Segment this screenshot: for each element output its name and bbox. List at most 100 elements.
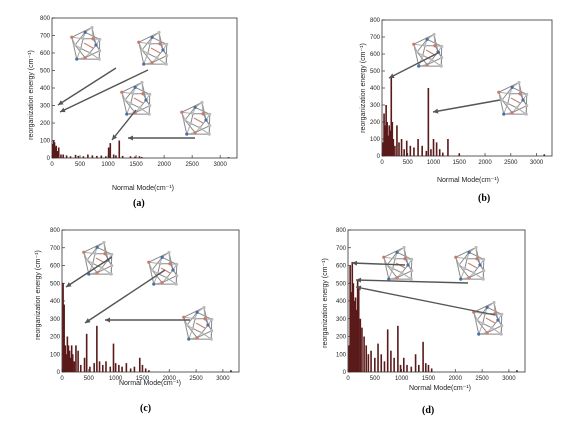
- y-tick-label: 200: [50, 335, 61, 341]
- bar: [394, 146, 396, 156]
- bar: [380, 354, 382, 372]
- bar: [393, 358, 395, 372]
- x-tick-label: 500: [84, 376, 95, 382]
- bar: [96, 156, 98, 158]
- bar: [148, 370, 150, 372]
- x-tick-label: 2000: [449, 376, 463, 382]
- y-tick-label: 200: [40, 121, 51, 127]
- y-tick-label: 600: [370, 52, 381, 58]
- bar: [110, 143, 112, 158]
- bar: [413, 148, 415, 157]
- bar: [118, 365, 120, 372]
- bar: [422, 342, 424, 372]
- bar: [374, 358, 376, 372]
- y-tick-label: 500: [50, 281, 61, 287]
- bar: [365, 345, 367, 372]
- x-tick-label: 2500: [189, 376, 203, 382]
- bar: [439, 149, 441, 156]
- y-tick-label: 400: [40, 86, 51, 92]
- chart-d-svg: reorganization energy (cm⁻¹) Normal Mode…: [290, 215, 581, 423]
- x-axis-label: Normal Mode(cm⁻¹): [112, 185, 174, 192]
- bar: [93, 363, 95, 372]
- plot-frame: [348, 230, 525, 372]
- bar: [113, 155, 115, 159]
- bar: [543, 154, 545, 156]
- bar: [118, 141, 120, 159]
- x-tick-label: 1000: [427, 160, 441, 166]
- bar: [442, 153, 444, 156]
- bar: [401, 139, 403, 156]
- bar: [126, 363, 128, 372]
- bar: [433, 139, 435, 156]
- bar: [92, 155, 94, 158]
- bar: [80, 365, 82, 372]
- molecule-illustration-2: [497, 81, 528, 116]
- chart-c-svg: reorganization energy (cm⁻¹) Normal Mode…: [0, 215, 290, 423]
- bar: [99, 361, 101, 372]
- bar: [130, 156, 132, 158]
- bar: [230, 370, 232, 372]
- chart-panel-a: reorganization energy (cm⁻¹) Normal Mode…: [0, 0, 290, 200]
- x-tick-label: 3000: [502, 376, 516, 382]
- bar: [145, 368, 147, 372]
- bar: [134, 157, 136, 158]
- arrow-head: [433, 109, 438, 114]
- bar: [406, 141, 408, 156]
- x-tick-label: 2500: [475, 376, 489, 382]
- bar: [96, 326, 98, 372]
- bar: [458, 153, 460, 156]
- y-axis-label: reorganization energy (cm⁻¹): [28, 50, 35, 140]
- x-tick-label: 0: [50, 162, 54, 168]
- y-tick-label: 700: [336, 246, 347, 252]
- bar: [72, 354, 74, 372]
- bar: [415, 354, 417, 372]
- y-tick-label: 100: [50, 352, 61, 358]
- bar: [516, 370, 518, 372]
- chart-a-svg: reorganization energy (cm⁻¹) Normal Mode…: [0, 0, 290, 200]
- bar: [139, 156, 141, 158]
- bar: [358, 287, 360, 372]
- bar: [377, 344, 379, 372]
- bar: [62, 155, 64, 159]
- y-tick-label: 500: [370, 69, 381, 75]
- bar: [108, 148, 110, 159]
- bar: [70, 156, 72, 158]
- y-tick-label: 700: [370, 35, 381, 41]
- annotation-arrow: [356, 287, 495, 315]
- bar: [130, 368, 132, 372]
- x-tick-label: 1000: [101, 162, 115, 168]
- x-tick-label: 0: [60, 376, 64, 382]
- bar: [403, 358, 405, 372]
- bar: [87, 155, 89, 159]
- bar: [115, 155, 117, 158]
- y-axis-label: reorganization energy (cm⁻¹): [322, 258, 329, 348]
- x-axis-label: Normal Mode(cm⁻¹): [409, 385, 471, 392]
- bar: [425, 363, 427, 372]
- bar: [121, 367, 123, 372]
- y-tick-label: 400: [336, 299, 347, 305]
- y-tick-label: 100: [40, 139, 51, 145]
- x-tick-label: 2000: [478, 160, 492, 166]
- x-tick-label: 2500: [185, 162, 199, 168]
- bar: [387, 329, 389, 372]
- bar: [400, 365, 402, 372]
- bar: [75, 345, 77, 372]
- x-tick-label: 1500: [453, 160, 467, 166]
- y-tick-label: 500: [40, 69, 51, 75]
- plot-frame: [382, 20, 552, 156]
- y-tick-label: 200: [336, 335, 347, 341]
- molecule-illustration-2: [137, 31, 168, 66]
- bar: [397, 326, 399, 372]
- bar: [436, 142, 438, 156]
- bar: [141, 157, 143, 158]
- x-tick-label: 3000: [214, 162, 228, 168]
- bar: [396, 125, 398, 156]
- y-tick-label: 400: [50, 299, 61, 305]
- x-tick-label: 1500: [136, 376, 150, 382]
- x-tick-label: 1000: [395, 376, 409, 382]
- x-tick-label: 2000: [157, 162, 171, 168]
- bar: [384, 361, 386, 372]
- bar: [410, 146, 412, 156]
- bar: [370, 351, 372, 372]
- bar: [393, 139, 395, 156]
